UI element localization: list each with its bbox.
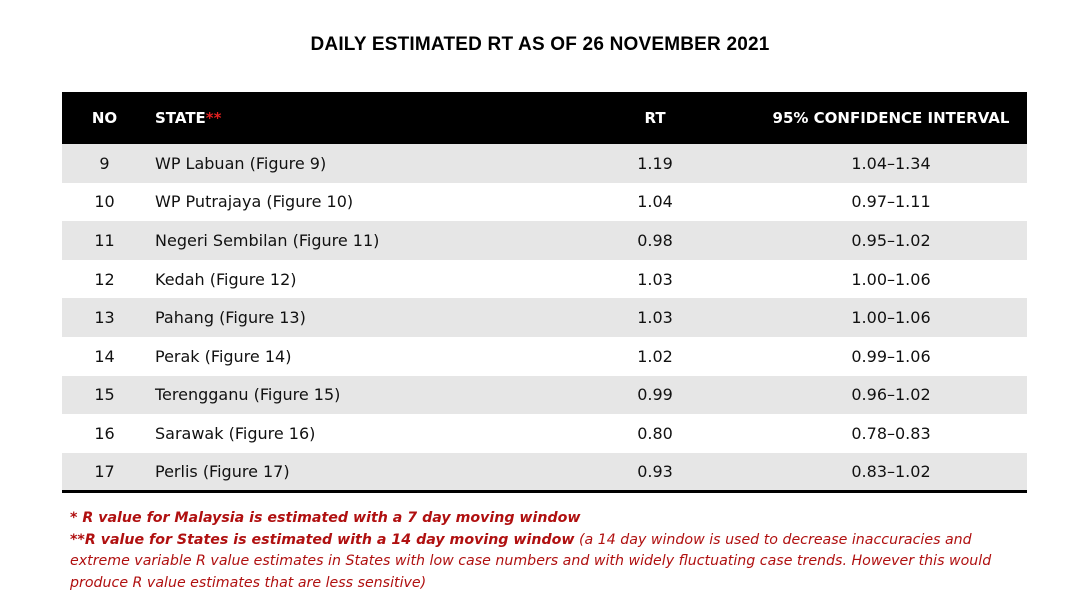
cell-no: 17 bbox=[62, 452, 147, 493]
header-rt: RT bbox=[644, 109, 666, 127]
cell-ci: 1.04–1.34 bbox=[851, 153, 931, 173]
table-row: 14 Perak (Figure 14) 1.02 0.99–1.06 bbox=[62, 336, 1027, 376]
cell-state: WP Putrajaya (Figure 10) bbox=[155, 192, 354, 212]
table-row: 10 WP Putrajaya (Figure 10) 1.04 0.97–1.… bbox=[62, 182, 1027, 222]
page-title: DAILY ESTIMATED RT AS OF 26 NOVEMBER 202… bbox=[310, 34, 770, 55]
cell-rt: 1.04 bbox=[637, 192, 673, 212]
cell-state: Negeri Sembilan (Figure 11) bbox=[155, 230, 380, 250]
header-state-marker: ** bbox=[205, 109, 222, 127]
cell-ci: 1.00–1.06 bbox=[851, 269, 931, 289]
rt-table: NO STATE** RT 95% CONFIDENCE INTERVAL 9 … bbox=[62, 92, 1027, 493]
header-state: STATE** bbox=[147, 92, 555, 144]
footnote-states-bold: **R value for States is estimated with a… bbox=[70, 531, 575, 548]
header-state-label: STATE bbox=[155, 109, 206, 127]
cell-rt: 1.03 bbox=[637, 269, 673, 289]
header-no: NO bbox=[91, 109, 118, 127]
footnote-states: **R value for States is estimated with a… bbox=[70, 530, 1030, 595]
table-row: 16 Sarawak (Figure 16) 0.80 0.78–0.83 bbox=[62, 414, 1027, 453]
table-row: 13 Pahang (Figure 13) 1.03 1.00–1.06 bbox=[62, 298, 1027, 337]
table-row: 15 Terengganu (Figure 15) 0.99 0.96–1.02 bbox=[62, 375, 1027, 415]
cell-no: 14 bbox=[94, 346, 115, 366]
cell-state: Terengganu (Figure 15) bbox=[155, 385, 341, 405]
table-row: 12 Kedah (Figure 12) 1.03 1.00–1.06 bbox=[62, 259, 1027, 299]
footnote-states-detail: (a 14 day window is used to decrease ina… bbox=[70, 531, 992, 591]
table-header-row: NO STATE** RT 95% CONFIDENCE INTERVAL bbox=[62, 92, 1027, 144]
footnote-malaysia: * R value for Malaysia is estimated with… bbox=[70, 510, 581, 526]
footnotes: * R value for Malaysia is estimated with… bbox=[70, 508, 1030, 594]
table-row: 11 Negeri Sembilan (Figure 11) 0.98 0.95… bbox=[62, 221, 1027, 260]
cell-ci: 0.95–1.02 bbox=[851, 230, 931, 250]
cell-state: Perak (Figure 14) bbox=[155, 346, 292, 366]
cell-ci: 0.97–1.11 bbox=[851, 192, 931, 212]
cell-no: 16 bbox=[94, 423, 115, 443]
table-row: 17 Perlis (Figure 17) 0.93 0.83–1.02 bbox=[62, 452, 1027, 493]
cell-no: 13 bbox=[94, 308, 115, 328]
cell-state: Pahang (Figure 13) bbox=[155, 308, 306, 328]
cell-state: WP Labuan (Figure 9) bbox=[155, 153, 327, 173]
cell-rt: 1.02 bbox=[637, 346, 673, 366]
cell-ci: 1.00–1.06 bbox=[851, 308, 931, 328]
cell-ci: 0.99–1.06 bbox=[851, 346, 931, 366]
cell-no: 9 bbox=[99, 153, 110, 173]
cell-no: 15 bbox=[94, 385, 115, 405]
cell-rt: 1.03 bbox=[637, 308, 673, 328]
cell-ci: 0.83–1.02 bbox=[755, 452, 1027, 493]
cell-state: Perlis (Figure 17) bbox=[147, 452, 555, 493]
cell-state: Kedah (Figure 12) bbox=[155, 269, 297, 289]
cell-no: 12 bbox=[94, 269, 115, 289]
cell-ci: 0.96–1.02 bbox=[851, 385, 931, 405]
cell-rt: 0.93 bbox=[555, 452, 755, 493]
cell-no: 11 bbox=[94, 230, 115, 250]
cell-rt: 0.98 bbox=[637, 230, 673, 250]
cell-rt: 1.19 bbox=[637, 153, 673, 173]
cell-ci: 0.78–0.83 bbox=[851, 423, 931, 443]
cell-no: 10 bbox=[94, 192, 115, 212]
table-row: 9 WP Labuan (Figure 9) 1.19 1.04–1.34 bbox=[62, 144, 1027, 183]
cell-state: Sarawak (Figure 16) bbox=[155, 423, 316, 443]
cell-rt: 0.99 bbox=[637, 385, 673, 405]
cell-rt: 0.80 bbox=[637, 423, 673, 443]
header-ci: 95% CONFIDENCE INTERVAL bbox=[772, 109, 1010, 127]
